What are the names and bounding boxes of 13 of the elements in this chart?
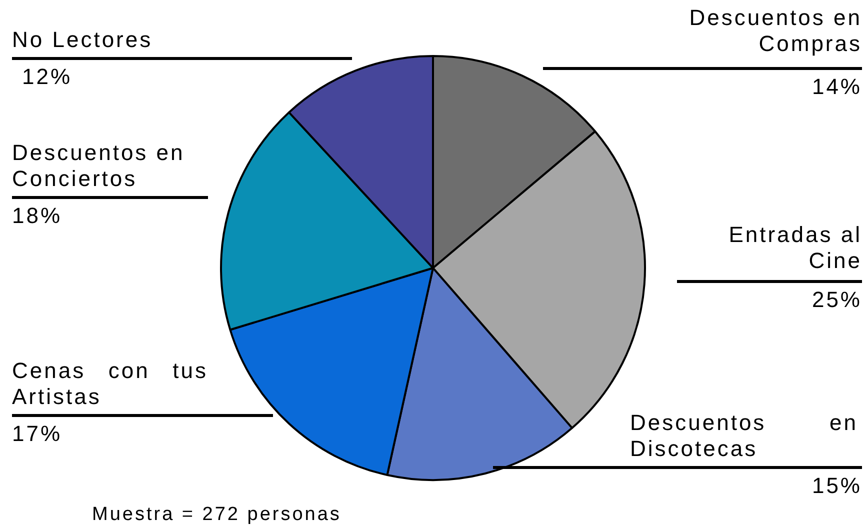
slice-label: Entradas al Cine [728,222,862,273]
slice-label: Descuentos en Compras [688,5,862,57]
slice-label: Descuentos en Conciertos [12,140,186,191]
data-label: 17% [12,421,64,447]
slice-label: Descuentos en Discotecas [630,410,858,461]
text: Muestra = 272 personas [92,504,342,526]
data-label: 25% [810,287,862,313]
data-label: 12% [21,64,74,90]
data-label: 15% [810,473,862,499]
data-label: 14% [810,74,862,100]
slice-label: No Lectores [12,27,154,52]
data-label: 18% [12,203,64,229]
slice-label: Cenas con tus Artistas [12,358,208,409]
